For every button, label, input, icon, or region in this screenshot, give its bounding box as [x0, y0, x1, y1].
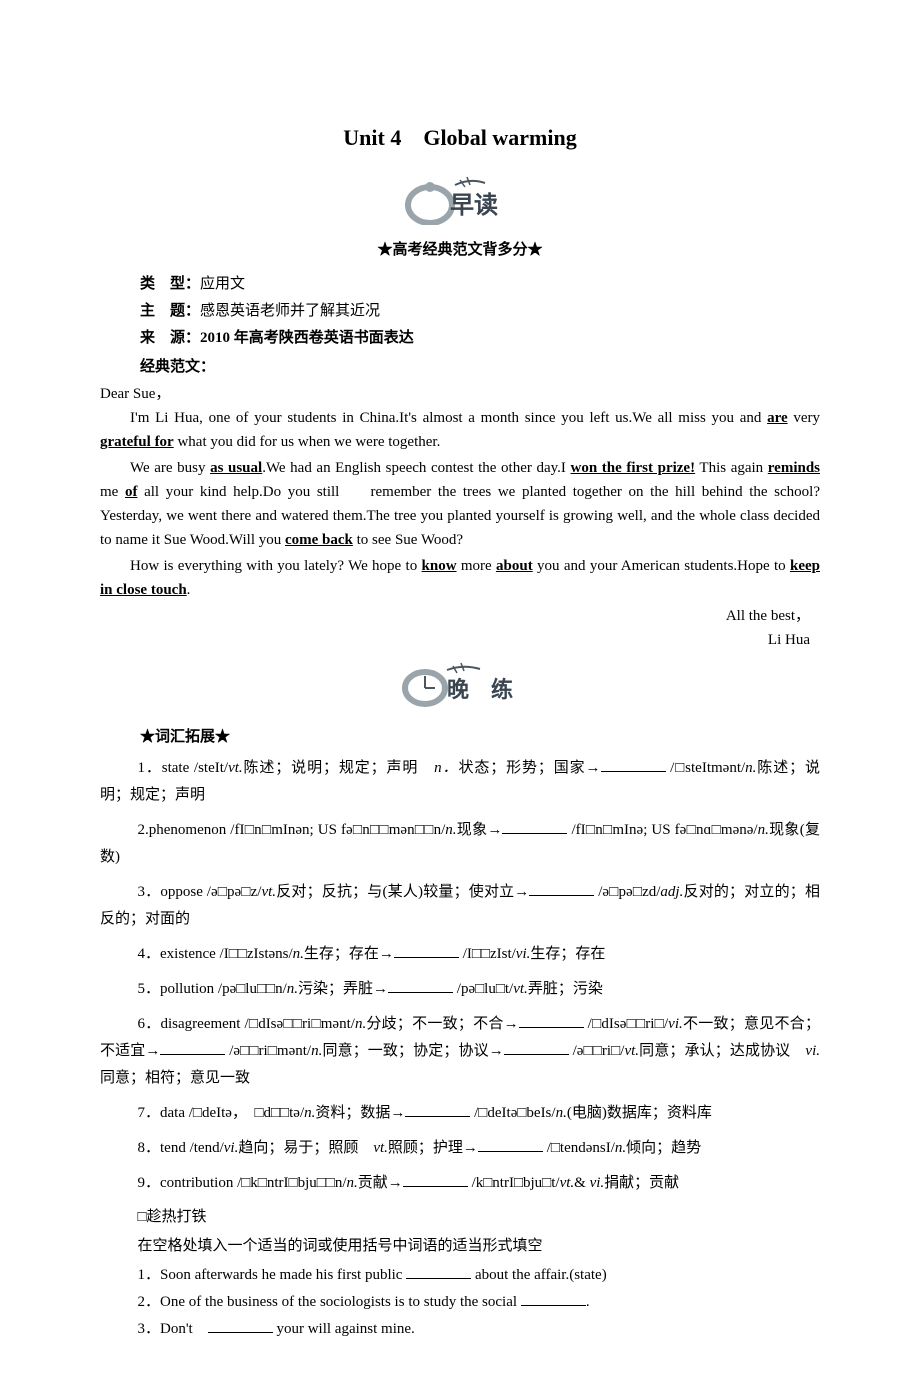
vocab-item-6: 6．disagreement /□dIsə□□ri□mənt/n.分歧；不一致；…: [100, 1011, 820, 1092]
svg-text:晚 练: 晚 练: [447, 677, 513, 702]
meta-type: 类型：应用文: [140, 272, 820, 296]
vocab-item-5: 5．pollution /pə□lu□□n/n.污染；弄脏→ /pə□lu□t/…: [100, 976, 820, 1003]
practice-header-1: □趁热打铁: [100, 1205, 820, 1229]
morning-reading-decoration: 早读: [100, 175, 820, 233]
letter-paragraph-2: We are busy as usual.We had an English s…: [100, 456, 820, 552]
vocab-header: ★词汇拓展★: [140, 725, 820, 749]
vocab-item-7: 7．data /□deItə， □d□□tə/n.资料；数据→ /□deItə□…: [100, 1100, 820, 1127]
letter-closing-2: Li Hua: [100, 628, 810, 652]
letter-greeting: Dear Sue，: [100, 382, 820, 406]
evening-practice-decoration: 晚 练: [100, 662, 820, 715]
essay-label: 经典范文：: [140, 355, 820, 379]
vocab-item-3: 3．oppose /ə□pə□z/vt.反对；反抗；与(某人)较量；使对立→ /…: [100, 879, 820, 933]
practice-item-1: 1．Soon afterwards he made his first publ…: [100, 1263, 820, 1287]
practice-item-3: 3．Don't your will against mine.: [100, 1317, 820, 1341]
vocab-item-8: 8．tend /tend/vi.趋向；易于；照顾 vt.照顾；护理→ /□ten…: [100, 1135, 820, 1162]
vocab-item-9: 9．contribution /□k□ntrI□bju□□n/n.贡献→ /k□…: [100, 1170, 820, 1197]
star-banner-1: ★高考经典范文背多分★: [100, 238, 820, 262]
meta-topic: 主题：感恩英语老师并了解其近况: [140, 299, 820, 323]
meta-block: 类型：应用文 主题：感恩英语老师并了解其近况 来源：2010 年高考陕西卷英语书…: [140, 272, 820, 350]
letter-closing-1: All the best，: [100, 604, 810, 628]
practice-item-2: 2．One of the business of the sociologist…: [100, 1290, 820, 1314]
vocab-item-2: 2.phenomenon /fI□n□mInən; US fə□n□□mən□□…: [100, 817, 820, 871]
vocab-item-4: 4．existence /I□□zIstəns/n.生存；存在→ /I□□zIs…: [100, 941, 820, 968]
letter-paragraph-1: I'm Li Hua, one of your students in Chin…: [100, 406, 820, 454]
letter-paragraph-3: How is everything with you lately? We ho…: [100, 554, 820, 602]
vocab-item-1: 1．state /steIt/vt.陈述；说明；规定；声明 n．状态；形势；国家…: [100, 755, 820, 809]
practice-header-2: 在空格处填入一个适当的词或使用括号中词语的适当形式填空: [100, 1234, 820, 1258]
vocab-list: 1．state /steIt/vt.陈述；说明；规定；声明 n．状态；形势；国家…: [100, 755, 820, 1197]
unit-title: Unit 4 Global warming: [100, 120, 820, 155]
svg-text:早读: 早读: [450, 192, 498, 219]
practice-list: 1．Soon afterwards he made his first publ…: [100, 1263, 820, 1341]
meta-source: 来源：2010 年高考陕西卷英语书面表达: [140, 326, 820, 350]
